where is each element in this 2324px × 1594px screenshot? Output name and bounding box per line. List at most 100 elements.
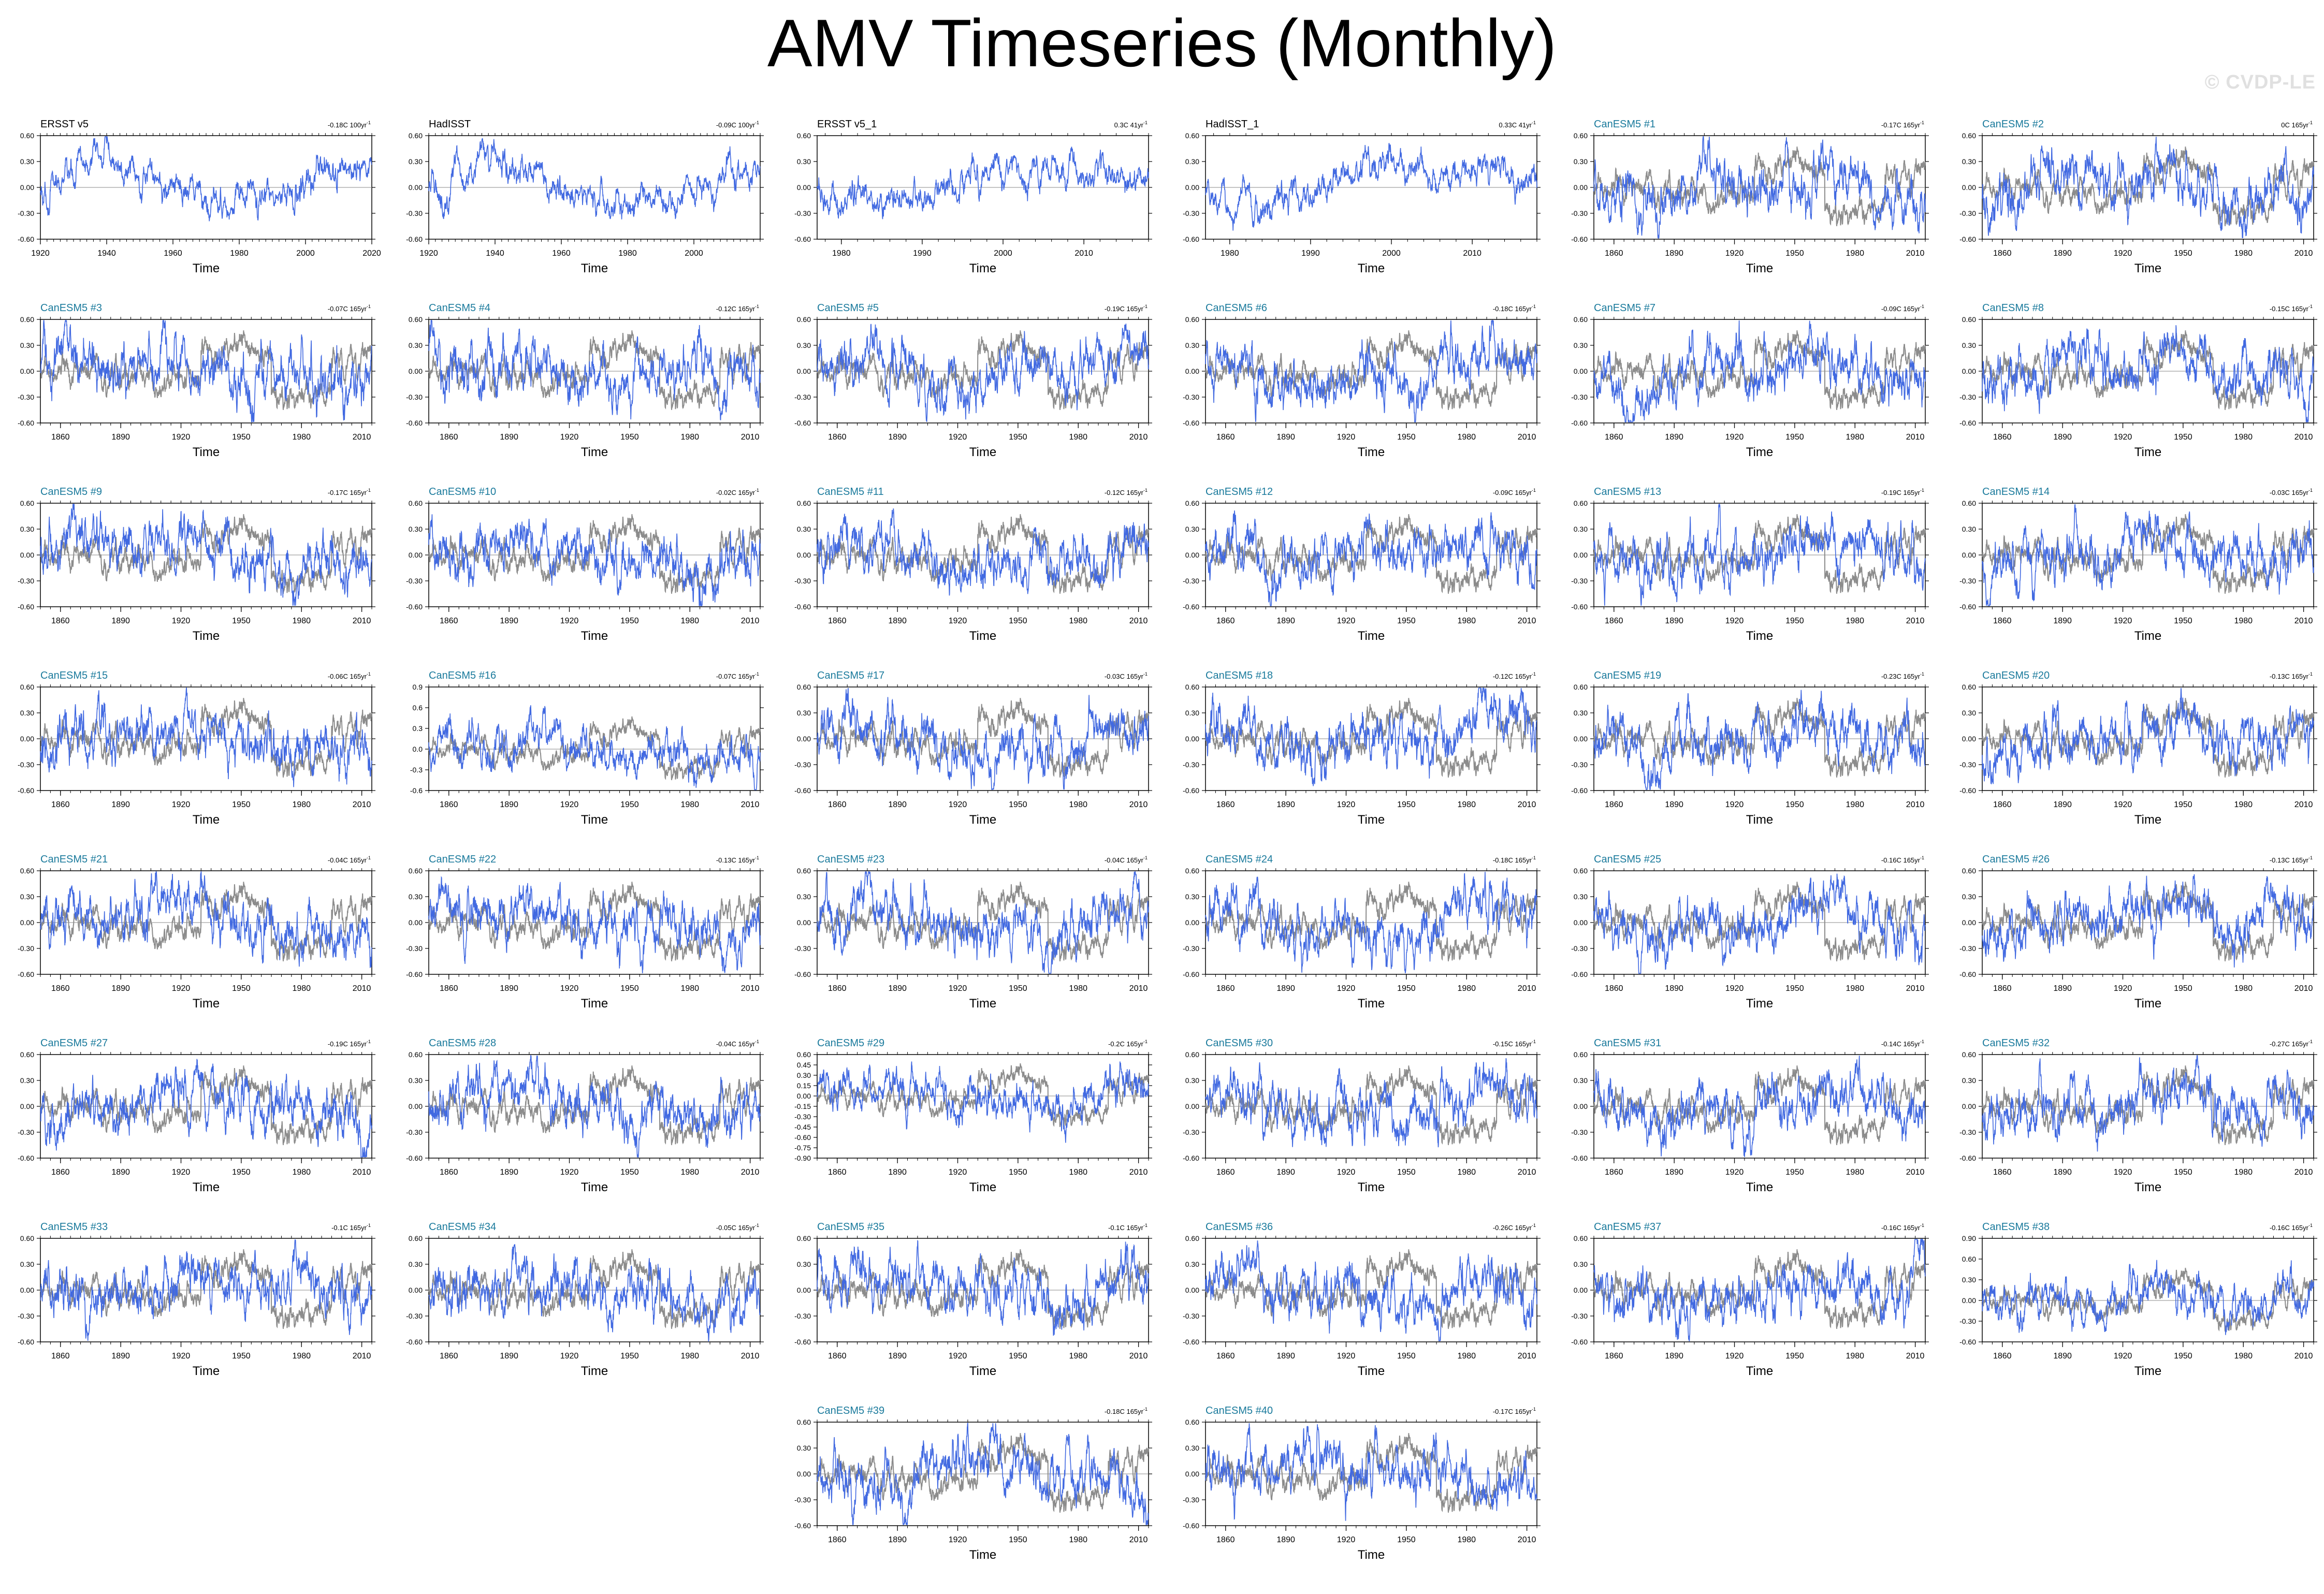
y-tick-label: 0.00	[1185, 367, 1199, 375]
obs-series-line	[1982, 1065, 2314, 1145]
x-tick-label: 1860	[440, 617, 458, 625]
y-tick-label: -0.60	[794, 1133, 811, 1142]
x-tick-label: 1860	[51, 800, 70, 809]
y-tick-label: -0.60	[1571, 1338, 1588, 1346]
x-tick-label: 2010	[2294, 800, 2313, 809]
chart-panel: CanESM5 #15 -0.06C 165yr-1 0.60 0.30 0.00 -0.…	[18, 670, 375, 827]
x-tick-label: 1950	[2174, 1168, 2192, 1177]
x-tick-label: 1920	[949, 433, 967, 442]
x-axis-label: Time	[1358, 445, 1385, 459]
x-tick-label: 1950	[620, 800, 639, 809]
x-tick-label: 1890	[1276, 1535, 1295, 1544]
panel-title: CanESM5 #10	[429, 486, 496, 498]
obs-series-line	[428, 330, 761, 410]
x-tick-label: 1890	[1665, 433, 1683, 442]
series-line	[1205, 510, 1537, 606]
y-tick-label: -0.60	[18, 419, 34, 427]
y-tick-label: 0.60	[797, 867, 811, 875]
x-tick-label: 2010	[353, 800, 371, 809]
x-tick-label: 1890	[2053, 984, 2072, 993]
trend-exponent: -1	[1143, 120, 1148, 125]
x-tick-label: 1920	[1725, 1168, 1744, 1177]
x-axis-label: Time	[581, 1364, 608, 1378]
x-tick-label: 1860	[828, 1168, 847, 1177]
x-tick-label: 1950	[232, 1352, 251, 1361]
x-tick-label: 1980	[230, 249, 249, 258]
trend-exponent: -1	[2308, 1039, 2313, 1044]
x-tick-label: 1950	[620, 433, 639, 442]
y-tick-label: 0.30	[797, 1071, 811, 1079]
y-tick-label: -0.60	[1183, 970, 1199, 978]
y-tick-label: 0.00	[20, 1102, 34, 1110]
obs-series-line	[40, 1249, 372, 1329]
chart-panel: CanESM5 #7 -0.09C 165yr-1 0.60 0.30 0.00 -0.3…	[1571, 302, 1929, 459]
y-tick-label: 0.00	[20, 735, 34, 743]
panel-title: CanESM5 #3	[40, 302, 102, 314]
x-tick-label: 1860	[1216, 984, 1235, 993]
panel-title: CanESM5 #36	[1205, 1221, 1273, 1233]
chart-panel: ERSST v5_1 0.3C 41yr-1 0.60 0.30 0.00 -0.30 -0…	[794, 119, 1152, 275]
panel-title: CanESM5 #19	[1594, 670, 1661, 681]
y-tick-label: 0.30	[797, 709, 811, 717]
y-tick-label: -0.30	[794, 1312, 811, 1320]
x-tick-label: 1950	[1785, 800, 1804, 809]
trend-exponent: -1	[755, 304, 759, 309]
y-tick-label: 0.30	[1574, 157, 1588, 166]
series-line	[1593, 1238, 1926, 1341]
y-tick-label: -0.45	[794, 1123, 811, 1131]
y-tick-label: 0.00	[1962, 918, 1976, 927]
y-tick-label: -0.30	[794, 209, 811, 217]
y-tick-label: 0.30	[20, 157, 34, 166]
y-tick-label: 0.30	[1574, 1260, 1588, 1268]
trend-exponent: -1	[2308, 120, 2313, 125]
trend-exponent: -1	[1143, 1223, 1148, 1228]
x-tick-label: 1920	[172, 1168, 191, 1177]
y-tick-label: 0.60	[797, 683, 811, 691]
chart-panel: CanESM5 #12 -0.09C 165yr-1 0.60 0.30 0.00 -0.…	[1183, 486, 1541, 643]
x-tick-label: 2010	[741, 617, 760, 625]
x-tick-label: 1920	[1337, 1352, 1356, 1361]
obs-series-line	[428, 716, 761, 780]
y-tick-label: 0.30	[1962, 1076, 1976, 1085]
y-tick-label: 0.30	[1185, 1444, 1199, 1452]
y-tick-label: -0.60	[794, 786, 811, 795]
y-tick-label: 0.00	[1185, 551, 1199, 559]
x-tick-label: 1980	[2234, 800, 2253, 809]
panel-title: CanESM5 #28	[429, 1037, 496, 1049]
y-tick-label: -0.60	[1959, 970, 1976, 978]
obs-series-line	[1982, 147, 2314, 226]
panel-title: CanESM5 #39	[817, 1405, 884, 1416]
y-tick-label: -0.30	[1183, 1496, 1199, 1504]
x-tick-label: 1980	[1069, 984, 1087, 993]
y-tick-label: 0.45	[797, 1061, 811, 1069]
chart-panel: CanESM5 #36 -0.26C 165yr-1 0.60 0.30 0.00 -0.…	[1183, 1221, 1541, 1378]
y-tick-label: 0.00	[1962, 735, 1976, 743]
y-tick-label: -0.60	[1183, 235, 1199, 243]
y-tick-label: 0.30	[1962, 525, 1976, 533]
chart-panel: CanESM5 #40 -0.17C 165yr-1 0.60 0.30 0.00 -0.…	[1183, 1405, 1541, 1562]
trend-exponent: -1	[367, 1223, 371, 1228]
y-tick-label: 0.30	[1574, 525, 1588, 533]
series-line	[817, 147, 1149, 220]
trend-exponent: -1	[1920, 488, 1924, 493]
y-tick-label: 0.30	[20, 893, 34, 901]
x-tick-label: 2010	[1906, 433, 1925, 442]
x-tick-label: 1860	[828, 1352, 847, 1361]
x-tick-label: 1980	[1069, 1168, 1087, 1177]
chart-panel: ERSST v5 -0.18C 100yr-1 0.60 0.30 0.00 -0.30 -…	[18, 119, 381, 275]
x-tick-label: 1980	[1846, 433, 1864, 442]
chart-panel: CanESM5 #22 -0.13C 165yr-1 0.60 0.30 0.00 -0.…	[406, 854, 764, 1011]
chart-panel: CanESM5 #21 -0.04C 165yr-1 0.60 0.30 0.00 -0.…	[18, 854, 375, 1011]
series-line	[817, 688, 1149, 790]
x-axis-label: Time	[1746, 629, 1773, 643]
y-tick-label: 0.00	[409, 367, 423, 375]
panel-trend: -0.05C 165yr-1	[716, 1223, 759, 1232]
x-tick-label: 1980	[1457, 433, 1476, 442]
obs-series-line	[1593, 1249, 1926, 1329]
y-tick-label: -0.30	[1959, 393, 1976, 401]
x-axis-label: Time	[1358, 1548, 1385, 1562]
series-line	[40, 871, 372, 968]
panel-title: CanESM5 #16	[429, 670, 496, 681]
x-tick-label: 1980	[2234, 617, 2253, 625]
y-tick-label: 0.60	[1574, 315, 1588, 324]
